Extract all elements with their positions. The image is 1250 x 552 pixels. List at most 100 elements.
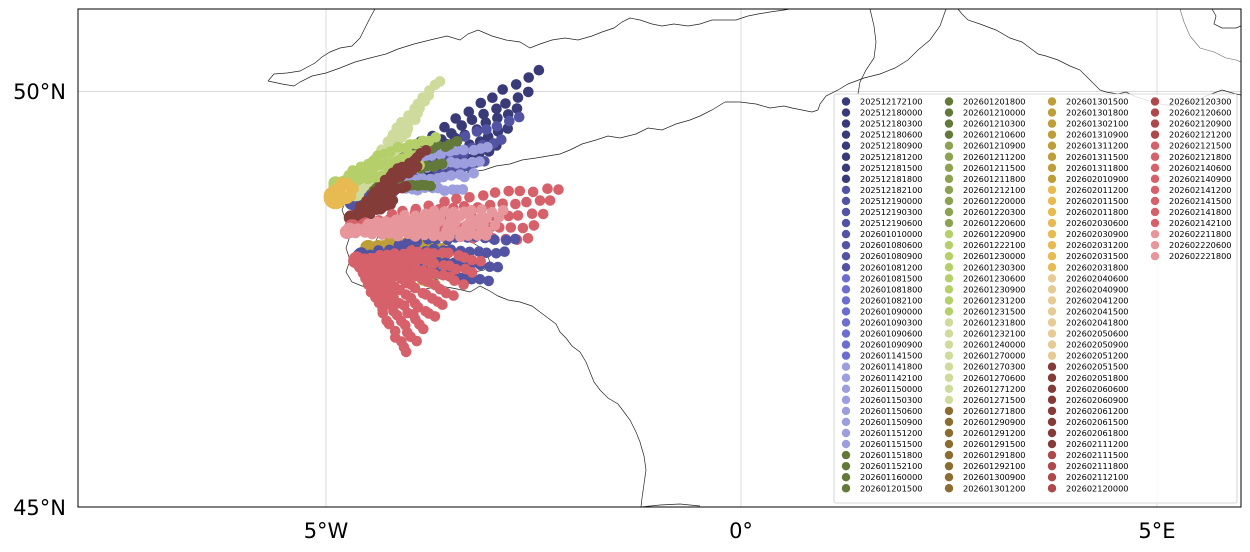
trajectory-point [456, 120, 468, 131]
legend-entry: 202602111500 [1047, 450, 1129, 460]
trajectory-point [380, 216, 391, 227]
trajectory-point [505, 222, 517, 233]
legend-entry: 202601081500 [841, 273, 923, 283]
trajectory-point [459, 131, 471, 142]
legend-entry: 202601141500 [841, 351, 923, 361]
legend-marker [1150, 152, 1160, 161]
legend-entry: 202602121500 [1150, 141, 1232, 151]
legend-marker [841, 461, 851, 471]
trajectory-point [510, 79, 522, 90]
legend-entry: 202602050900 [1047, 340, 1129, 350]
legend-marker [944, 450, 954, 460]
trajectory-point [434, 76, 446, 87]
legend-label: 202602040600 [1066, 273, 1129, 283]
legend-label: 202601081500 [860, 273, 923, 283]
legend-entry: 202601230600 [944, 273, 1026, 283]
legend-marker [944, 97, 954, 106]
legend-label: 202602030600 [1066, 218, 1129, 228]
trajectory-point [409, 282, 421, 294]
trajectory-point [448, 206, 460, 218]
legend-entry: 202601292100 [944, 461, 1026, 471]
legend-marker [944, 252, 954, 261]
legend-label: 202602140900 [1169, 174, 1232, 184]
legend-entry: 202601150600 [841, 406, 923, 416]
legend-marker [1047, 97, 1057, 106]
legend-marker [944, 185, 954, 195]
legend-label: 202601271800 [963, 406, 1026, 416]
trajectory-point [498, 205, 509, 216]
trajectory-point [443, 247, 454, 259]
legend-label: 202602031200 [1066, 240, 1129, 250]
legend-entry: 202601210000 [944, 108, 1026, 118]
legend-entry: 202602211800 [1150, 229, 1232, 239]
legend-marker [1047, 196, 1057, 206]
legend-label: 202602111200 [1066, 439, 1129, 449]
legend-entry: 202601271500 [944, 395, 1026, 405]
trajectory-point [341, 224, 356, 239]
legend-label: 202601291800 [963, 450, 1026, 460]
trajectory-point [410, 210, 421, 222]
legend-marker [841, 373, 851, 382]
trajectory-point [396, 116, 407, 128]
legend-label: 202602141500 [1169, 196, 1232, 206]
legend-marker [1047, 141, 1057, 150]
trajectory-point [526, 208, 538, 219]
legend-marker [944, 218, 954, 228]
legend-marker [944, 417, 954, 427]
legend-entries: 2025121721002025121800002025121803002025… [841, 97, 1232, 493]
trajectory-point [399, 209, 410, 221]
trajectory-point [504, 115, 515, 127]
legend-marker [1047, 207, 1057, 217]
legend-entry: 202601090900 [841, 340, 923, 350]
trajectory-point [412, 246, 424, 258]
legend-label: 202602221800 [1169, 251, 1232, 261]
legend-entry: 202601300900 [944, 472, 1026, 482]
trajectory-point [544, 195, 556, 206]
trajectory-point [391, 214, 402, 226]
legend-entry: 202601220000 [944, 196, 1026, 206]
legend-entry: 202512180600 [841, 130, 923, 140]
legend-marker [944, 285, 954, 294]
legend-marker [841, 141, 851, 150]
coastline-cotentin [857, 9, 877, 95]
legend-entry: 202601082100 [841, 295, 923, 305]
legend-marker [1150, 218, 1160, 228]
legend-marker [841, 163, 851, 172]
trajectory-fan-pink [339, 204, 509, 243]
legend-marker [944, 428, 954, 438]
legend-entry: 202601090600 [841, 329, 923, 339]
legend-entry: 202602111200 [1047, 439, 1129, 449]
legend-entry: 202601090000 [841, 306, 923, 316]
legend-marker [841, 340, 851, 349]
legend-label: 202512190300 [860, 207, 923, 217]
legend-marker [1047, 329, 1057, 338]
legend-label: 202602031500 [1066, 251, 1129, 261]
legend-label: 202601311500 [1066, 152, 1129, 162]
legend-label: 202601090600 [860, 329, 923, 339]
legend-label: 202602141800 [1169, 207, 1232, 217]
legend-marker [944, 373, 954, 382]
legend-marker [1047, 351, 1057, 360]
legend-entry: 202601151200 [841, 428, 923, 438]
legend-entry: 202601301800 [1047, 108, 1129, 118]
legend-marker [944, 207, 954, 217]
legend-marker [1150, 130, 1160, 139]
legend-label: 202601201500 [860, 483, 923, 493]
legend-label: 202601150300 [860, 395, 923, 405]
trajectory-point [451, 158, 463, 169]
trajectory-point [446, 128, 457, 139]
legend-marker [841, 428, 851, 438]
trajectory-point [348, 183, 359, 195]
legend-label: 202601290900 [963, 417, 1026, 427]
legend-marker [841, 185, 851, 195]
coastline-netherlands [1211, 9, 1241, 29]
legend-label: 202601271200 [963, 384, 1026, 394]
legend-marker [944, 240, 954, 250]
trajectory-point [374, 182, 386, 193]
legend-entry: 202602011500 [1047, 196, 1129, 206]
legend-marker [944, 362, 954, 371]
legend-label: 202601220900 [963, 229, 1026, 239]
legend-label: 202601240000 [963, 340, 1026, 350]
legend-label: 202601141500 [860, 351, 923, 361]
trajectory-point [513, 111, 525, 123]
